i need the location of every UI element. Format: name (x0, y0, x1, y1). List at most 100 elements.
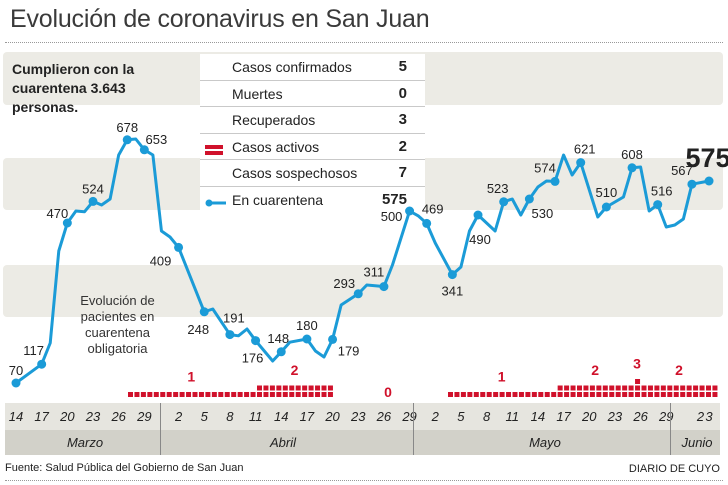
active-case-square (622, 385, 628, 391)
data-label: 311 (364, 265, 385, 280)
data-label: 510 (596, 185, 618, 200)
active-case-square (486, 392, 492, 397)
x-tick-label: 5 (457, 409, 465, 424)
data-point (174, 242, 184, 252)
data-label: 621 (574, 142, 596, 157)
active-case-square (205, 392, 211, 397)
x-tick-label: 11 (505, 409, 519, 424)
data-label: 608 (621, 147, 643, 162)
active-case-label: 2 (675, 362, 683, 378)
active-case-square (609, 392, 615, 397)
x-tick-label: 2 (696, 409, 705, 424)
active-case-square (315, 385, 321, 391)
legend-label: Muertes (232, 85, 283, 102)
active-case-square (693, 392, 699, 397)
data-label: 523 (487, 181, 509, 196)
active-case-square (276, 392, 282, 397)
active-case-square (315, 392, 321, 397)
active-case-square (153, 392, 159, 397)
active-case-square (622, 392, 628, 397)
active-case-square (577, 385, 582, 391)
x-tick-label: 17 (556, 409, 571, 424)
chart-title: Evolución de coronavirus en San Juan (10, 5, 430, 33)
quarantine-summary: Cumplieron con la cuarentena 3.643 perso… (12, 61, 135, 115)
active-case-square (596, 385, 602, 391)
active-case-square (327, 392, 333, 397)
title-divider (5, 42, 723, 43)
legend-label: Casos confirmados (232, 59, 352, 75)
active-case-square (667, 392, 673, 397)
active-case-square (179, 392, 185, 397)
active-case-label: 0 (384, 384, 392, 400)
legend-row-deaths: Muertes 0 (200, 81, 425, 108)
data-label: 530 (532, 206, 554, 221)
data-point (199, 307, 209, 317)
active-case-square (224, 392, 230, 397)
legend-value: 2 (398, 137, 407, 155)
data-label: 470 (46, 206, 68, 221)
active-case-square (680, 392, 686, 397)
active-case-square (641, 385, 647, 391)
active-case-square (667, 385, 673, 391)
month-label: Mayo (529, 435, 561, 450)
data-point (576, 158, 586, 168)
x-tick-label: 5 (200, 409, 208, 424)
legend-value: 7 (398, 164, 407, 182)
active-case-square (282, 385, 288, 391)
active-case-square (699, 385, 705, 391)
active-case-square (538, 392, 544, 397)
active-case-square (660, 392, 666, 397)
active-case-square (706, 385, 711, 391)
active-case-square (673, 392, 679, 397)
month-label: Abril (269, 435, 297, 450)
active-case-square (628, 392, 634, 397)
active-case-label: 2 (291, 362, 299, 378)
data-point (405, 206, 415, 216)
data-label: 653 (145, 132, 167, 147)
x-tick-label: 29 (137, 409, 152, 424)
data-point (139, 145, 149, 155)
x-tick-label: 17 (34, 409, 49, 424)
x-tick-label: 11 (248, 409, 263, 424)
active-case-square (460, 392, 466, 397)
x-tick-label: 2 (431, 409, 439, 424)
data-point (422, 218, 432, 228)
data-point (473, 210, 483, 220)
active-case-square (269, 392, 275, 397)
active-case-square (557, 385, 563, 391)
active-case-square (544, 392, 550, 397)
data-label: 409 (150, 253, 172, 268)
active-case-label: 1 (498, 369, 506, 385)
active-case-square (134, 392, 140, 397)
data-point (601, 202, 611, 212)
data-point (704, 176, 714, 186)
active-case-square (237, 392, 243, 397)
chart-note: Evolución de pacientes en cuarentena obl… (80, 293, 155, 356)
legend-label: Casos activos (232, 138, 320, 155)
data-point (379, 282, 389, 292)
active-case-square (186, 392, 192, 397)
legend-row-suspected: Casos sospechosos 7 (200, 160, 425, 187)
data-label: 148 (267, 331, 289, 346)
legend-row-active: Casos activos 2 (200, 134, 425, 161)
x-tick-label: 20 (60, 409, 75, 424)
active-case-square (525, 392, 531, 397)
active-case-square (551, 392, 557, 397)
active-case-square (289, 392, 295, 397)
data-point (627, 163, 637, 173)
data-label: 524 (82, 181, 104, 196)
month-separator (670, 403, 671, 455)
active-case-square (166, 392, 172, 397)
active-case-square (518, 392, 524, 397)
blue-line-dot-icon (205, 195, 227, 211)
data-label: 469 (422, 201, 444, 216)
active-case-square (628, 385, 634, 391)
active-case-square (448, 392, 453, 397)
legend-value: 5 (398, 58, 407, 75)
active-case-square (276, 385, 282, 391)
brand-name: DIARIO DE CUYO (628, 463, 720, 475)
active-case-square (231, 392, 237, 397)
active-case-square (686, 392, 692, 397)
active-case-square (712, 392, 718, 397)
data-point (122, 135, 132, 145)
